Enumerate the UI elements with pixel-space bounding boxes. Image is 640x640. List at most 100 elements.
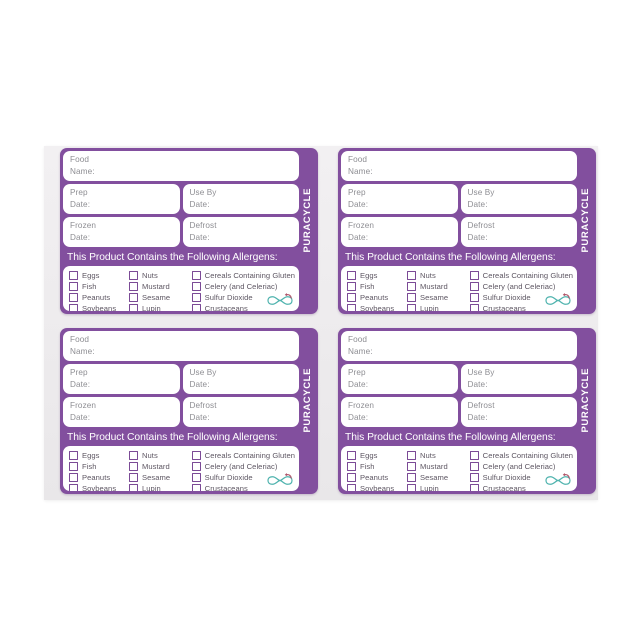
allergen-item[interactable]: Peanuts xyxy=(69,293,129,302)
checkbox-icon[interactable] xyxy=(191,282,201,291)
allergen-item[interactable]: Cereals Containing Gluten xyxy=(469,271,573,280)
checkbox-icon[interactable] xyxy=(469,271,479,280)
frozen-date-field[interactable]: Frozen Date: xyxy=(63,217,180,247)
allergen-item[interactable]: Celery (and Celeriac) xyxy=(191,282,295,291)
allergen-item[interactable]: Soybeans xyxy=(347,484,407,491)
checkbox-icon[interactable] xyxy=(469,282,479,291)
allergen-item[interactable]: Celery (and Celeriac) xyxy=(191,462,295,471)
allergen-item[interactable]: Cereals Containing Gluten xyxy=(469,451,573,460)
checkbox-icon[interactable] xyxy=(69,484,78,491)
allergen-item[interactable]: Soybeans xyxy=(69,304,129,311)
checkbox-icon[interactable] xyxy=(347,304,356,311)
allergen-item[interactable]: Sesame xyxy=(129,293,192,302)
allergen-item[interactable]: Peanuts xyxy=(347,473,407,482)
allergen-item[interactable]: Fish xyxy=(69,282,129,291)
frozen-date-field[interactable]: Frozen Date: xyxy=(341,217,458,247)
checkbox-icon[interactable] xyxy=(191,462,201,471)
allergen-item[interactable]: Soybeans xyxy=(69,484,129,491)
frozen-date-field[interactable]: Frozen Date: xyxy=(63,397,180,427)
checkbox-icon[interactable] xyxy=(469,473,479,482)
allergen-item[interactable]: Eggs xyxy=(69,271,129,280)
checkbox-icon[interactable] xyxy=(69,271,78,280)
food-label-card[interactable]: Food Name: Prep Date: Use By Date: Froze… xyxy=(60,148,318,314)
checkbox-icon[interactable] xyxy=(69,304,78,311)
checkbox-icon[interactable] xyxy=(407,293,416,302)
food-name-field[interactable]: Food Name: xyxy=(63,151,299,181)
allergen-item[interactable]: Lupin xyxy=(129,484,192,491)
allergen-item[interactable]: Celery (and Celeriac) xyxy=(469,462,573,471)
checkbox-icon[interactable] xyxy=(69,282,78,291)
checkbox-icon[interactable] xyxy=(347,271,356,280)
allergen-item[interactable]: Mustard xyxy=(407,462,470,471)
allergen-item[interactable]: Sesame xyxy=(407,473,470,482)
checkbox-icon[interactable] xyxy=(407,462,416,471)
checkbox-icon[interactable] xyxy=(469,293,479,302)
allergen-item[interactable]: Lupin xyxy=(407,304,470,311)
checkbox-icon[interactable] xyxy=(69,293,78,302)
allergen-item[interactable]: Nuts xyxy=(129,271,192,280)
prep-date-field[interactable]: Prep Date: xyxy=(63,364,180,394)
allergen-item[interactable]: Nuts xyxy=(129,451,192,460)
allergen-item[interactable]: Sulfur Dioxide xyxy=(191,473,295,482)
checkbox-icon[interactable] xyxy=(129,293,138,302)
checkbox-icon[interactable] xyxy=(129,304,138,311)
checkbox-icon[interactable] xyxy=(347,462,356,471)
checkbox-icon[interactable] xyxy=(129,282,138,291)
checkbox-icon[interactable] xyxy=(129,271,138,280)
allergen-item[interactable]: Mustard xyxy=(129,282,192,291)
checkbox-icon[interactable] xyxy=(129,473,138,482)
checkbox-icon[interactable] xyxy=(347,451,356,460)
allergen-item[interactable]: Lupin xyxy=(407,484,470,491)
food-label-card[interactable]: Food Name: Prep Date: Use By Date: Froze… xyxy=(60,328,318,494)
allergen-item[interactable]: Lupin xyxy=(129,304,192,311)
use-by-date-field[interactable]: Use By Date: xyxy=(182,364,299,394)
allergen-item[interactable]: Cereals Containing Gluten xyxy=(191,271,295,280)
checkbox-icon[interactable] xyxy=(191,451,201,460)
checkbox-icon[interactable] xyxy=(129,451,138,460)
allergen-item[interactable]: Fish xyxy=(69,462,129,471)
prep-date-field[interactable]: Prep Date: xyxy=(341,364,458,394)
allergen-item[interactable]: Sesame xyxy=(407,293,470,302)
checkbox-icon[interactable] xyxy=(407,484,416,491)
food-name-field[interactable]: Food Name: xyxy=(341,331,577,361)
use-by-date-field[interactable]: Use By Date: xyxy=(460,364,577,394)
allergen-item[interactable]: Sulfur Dioxide xyxy=(469,473,573,482)
food-name-field[interactable]: Food Name: xyxy=(63,331,299,361)
allergen-item[interactable]: Crustaceans xyxy=(191,304,295,311)
defrost-date-field[interactable]: Defrost Date: xyxy=(182,217,299,247)
allergen-item[interactable]: Nuts xyxy=(407,451,470,460)
allergen-item[interactable]: Eggs xyxy=(69,451,129,460)
checkbox-icon[interactable] xyxy=(191,304,201,311)
checkbox-icon[interactable] xyxy=(69,451,78,460)
food-label-card[interactable]: Food Name: Prep Date: Use By Date: Froze… xyxy=(338,328,596,494)
defrost-date-field[interactable]: Defrost Date: xyxy=(182,397,299,427)
checkbox-icon[interactable] xyxy=(347,484,356,491)
allergen-item[interactable]: Sulfur Dioxide xyxy=(191,293,295,302)
checkbox-icon[interactable] xyxy=(407,282,416,291)
checkbox-icon[interactable] xyxy=(129,462,138,471)
checkbox-icon[interactable] xyxy=(469,304,479,311)
checkbox-icon[interactable] xyxy=(407,304,416,311)
checkbox-icon[interactable] xyxy=(347,473,356,482)
allergen-item[interactable]: Sulfur Dioxide xyxy=(469,293,573,302)
checkbox-icon[interactable] xyxy=(191,473,201,482)
food-label-card[interactable]: Food Name: Prep Date: Use By Date: Froze… xyxy=(338,148,596,314)
checkbox-icon[interactable] xyxy=(191,484,201,491)
allergen-item[interactable]: Nuts xyxy=(407,271,470,280)
allergen-item[interactable]: Eggs xyxy=(347,271,407,280)
defrost-date-field[interactable]: Defrost Date: xyxy=(460,217,577,247)
checkbox-icon[interactable] xyxy=(129,484,138,491)
allergen-item[interactable]: Fish xyxy=(347,462,407,471)
allergen-item[interactable]: Peanuts xyxy=(69,473,129,482)
allergen-item[interactable]: Crustaceans xyxy=(469,304,573,311)
checkbox-icon[interactable] xyxy=(191,293,201,302)
prep-date-field[interactable]: Prep Date: xyxy=(341,184,458,214)
checkbox-icon[interactable] xyxy=(69,462,78,471)
use-by-date-field[interactable]: Use By Date: xyxy=(460,184,577,214)
prep-date-field[interactable]: Prep Date: xyxy=(63,184,180,214)
allergen-item[interactable]: Fish xyxy=(347,282,407,291)
use-by-date-field[interactable]: Use By Date: xyxy=(182,184,299,214)
checkbox-icon[interactable] xyxy=(407,473,416,482)
allergen-item[interactable]: Cereals Containing Gluten xyxy=(191,451,295,460)
checkbox-icon[interactable] xyxy=(407,271,416,280)
